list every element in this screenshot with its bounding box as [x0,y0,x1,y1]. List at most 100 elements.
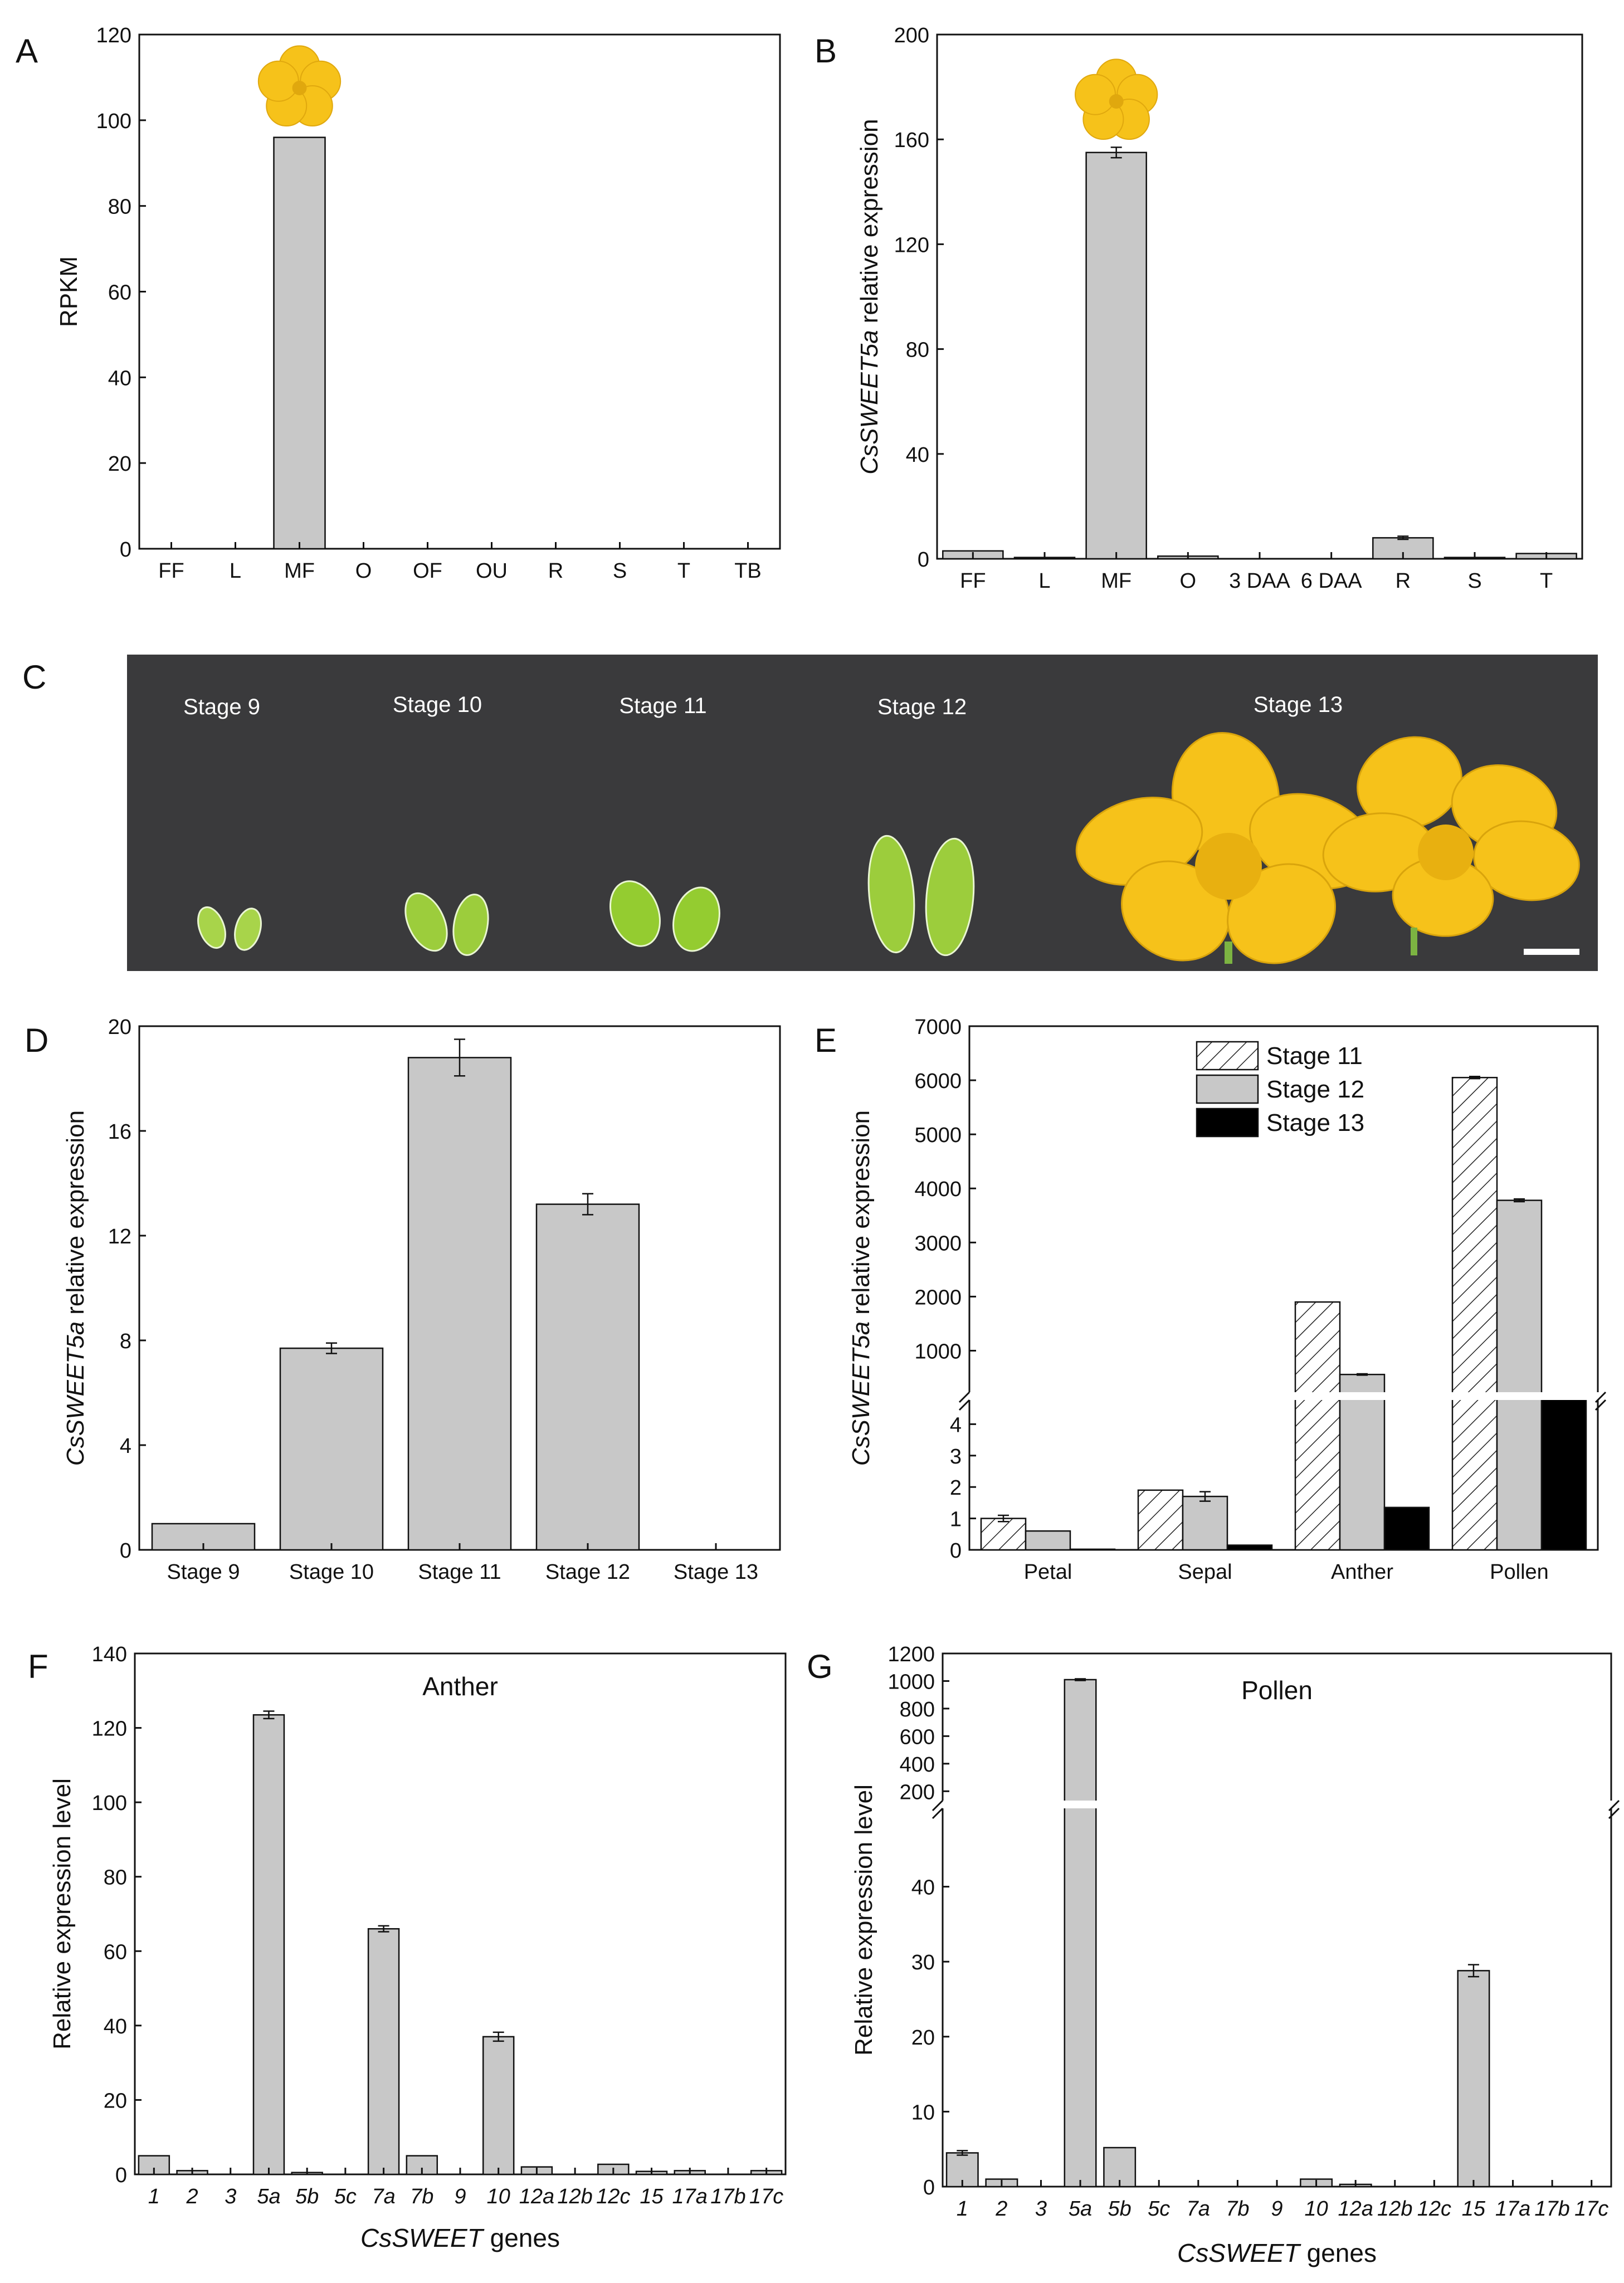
panel-e-bar-anther-stage-11 [1294,1301,1341,1551]
stage-13-stem-left [1225,942,1232,964]
panel-d-y-tick-label: 20 [108,1016,131,1039]
panel-a-flower-icon-center [292,81,307,95]
panel-e-bar-pollen-stage-12 [1496,1199,1543,1551]
panel-letter-b: B [815,32,837,70]
panel-e-y-lower-tick-label: 4 [950,1413,962,1437]
panel-g-x-label: 7a [1187,2197,1210,2221]
panel-g-axis-break-mark-right [1608,1799,1620,1819]
panel-a-x-label: O [355,559,372,583]
panel-e-x-label: Petal [1024,1560,1072,1584]
panel-e-legend-label: Stage 11 [1266,1042,1363,1070]
stage-label-11: Stage 11 [619,694,706,718]
panel-e-legend-swatch [1196,1041,1259,1071]
panel-g-axis-break-gap [932,1801,1622,1808]
panel-d-y-tick-label: 16 [108,1120,131,1144]
panel-f-x-label: 7a [372,2185,395,2208]
panel-a-x-label: OF [413,559,442,583]
panel-a-x-label: T [677,559,690,583]
panel-e-y-upper-tick-label: 4000 [914,1178,962,1201]
panel-b-x-label: 6 DAA [1301,569,1362,593]
panel-a-x-label: OU [476,559,508,583]
panel-f-x-label: 12a [519,2185,554,2208]
panel-d-y-tick-label: 4 [120,1435,131,1458]
panel-letter-c: C [22,658,46,696]
stage-12-buds [867,835,975,957]
panel-b-x-label: S [1467,569,1481,593]
panel-g-x-label: 9 [1271,2197,1282,2221]
panel-f-x-label: 12c [596,2185,630,2208]
panel-e-bar-petal-stage-13 [1069,1548,1116,1551]
panel-e-legend-swatch [1196,1074,1259,1104]
panel-a-x-label: R [548,559,563,583]
panel-g-x-label: 17a [1495,2197,1530,2221]
panel-g-x-label: 17b [1534,2197,1569,2221]
panel-f-y-tick-label: 60 [104,1940,127,1964]
panel-g-x-label: 5c [1148,2197,1170,2221]
panel-g-x-label: 1 [957,2197,968,2221]
panel-g-title: Pollen [1241,1676,1313,1705]
panel-f-x-label: 1 [148,2185,160,2208]
panel-b-x-label: O [1180,569,1197,593]
panel-e-y-upper-tick-label: 3000 [914,1232,962,1255]
panel-a-flower-icon-petal [257,60,299,102]
panel-e-bar-petal-stage-12 [1025,1530,1071,1551]
stage-label-12: Stage 12 [877,695,967,719]
panel-e-axis-break-mark-left [958,1391,971,1411]
panel-d-bar-stage-10 [279,1347,384,1551]
panel-e-bar-pollen-stage-11 [1451,1076,1498,1551]
panel-g-y-upper-tick-label: 1200 [887,1643,935,1666]
panel-f-x-label: 10 [487,2185,510,2208]
panel-e-bar-sepal-stage-11 [1137,1489,1184,1551]
panel-b-x-label: L [1038,569,1050,593]
panel-a-y-axis-label: RPKM [55,256,82,327]
panel-a-flower-icon [257,45,342,127]
panel-e-bar-sepal-stage-13 [1226,1544,1273,1551]
panel-f-x-label: 7b [410,2185,433,2208]
panel-g-y-lower-tick-label: 0 [923,2176,935,2199]
panel-e-x-label: Sepal [1178,1560,1232,1584]
panel-e-y-upper-tick-label: 6000 [914,1070,962,1093]
stage-13-flower-left [1075,732,1375,964]
panel-g-x-label: 3 [1035,2197,1047,2221]
panel-d-x-label: Stage 9 [167,1560,240,1584]
panel-d-bar-stage-11 [407,1057,512,1551]
panel-letter-g: G [807,1648,833,1685]
panel-e-frame [968,1025,1599,1551]
panel-b-y-tick-label: 200 [894,24,929,47]
stage-label-13: Stage 13 [1254,692,1343,717]
panel-e-y-axis-label: CsSWEET5a relative expression [847,1110,875,1466]
panel-f-bar-7a [367,1928,400,2175]
panel-g-bar-15 [1457,1970,1490,2188]
panel-letter-e: E [815,1022,837,1059]
panel-a-x-label: MF [284,559,315,583]
panel-d-x-label: Stage 13 [674,1560,758,1584]
panel-e-y-upper-tick-label: 2000 [914,1286,962,1309]
panel-letter-d: D [25,1022,48,1059]
panel-a-x-label: FF [158,559,184,583]
stage-10-buds [404,892,489,956]
panel-a-y-tick-label: 60 [108,281,131,305]
panel-e-bar-anther-stage-12 [1339,1373,1386,1551]
panel-e-y-upper-tick-label: 7000 [914,1016,962,1039]
panel-g-x-label: 7b [1226,2197,1249,2221]
panel-f-y-tick-label: 40 [104,2015,127,2038]
panel-b-y-tick-label: 120 [894,233,929,257]
panel-f-y-axis-label: Relative expression level [48,1778,76,2050]
panel-f-bar-5a [252,1714,285,2175]
panel-g-x-label: 10 [1304,2197,1328,2221]
panel-a-y-tick-label: 120 [96,24,131,47]
panel-letter-a: A [16,32,38,70]
panel-a-x-label: S [613,559,627,583]
panel-d-x-label: Stage 11 [418,1560,501,1584]
panel-d-y-tick-label: 8 [120,1330,131,1353]
panel-e-y-lower-tick-label: 0 [950,1539,962,1563]
panel-f-y-tick-label: 20 [104,2089,127,2113]
panel-g-y-lower-tick-label: 40 [911,1876,935,1900]
panel-b-x-label: T [1540,569,1553,593]
stage-9-buds [197,906,262,951]
stage-label-10: Stage 10 [393,692,482,717]
panel-g-y-lower-tick-label: 10 [911,2101,935,2124]
panel-e-legend-label: Stage 12 [1266,1076,1364,1103]
stage-label-9: Stage 9 [183,695,260,719]
